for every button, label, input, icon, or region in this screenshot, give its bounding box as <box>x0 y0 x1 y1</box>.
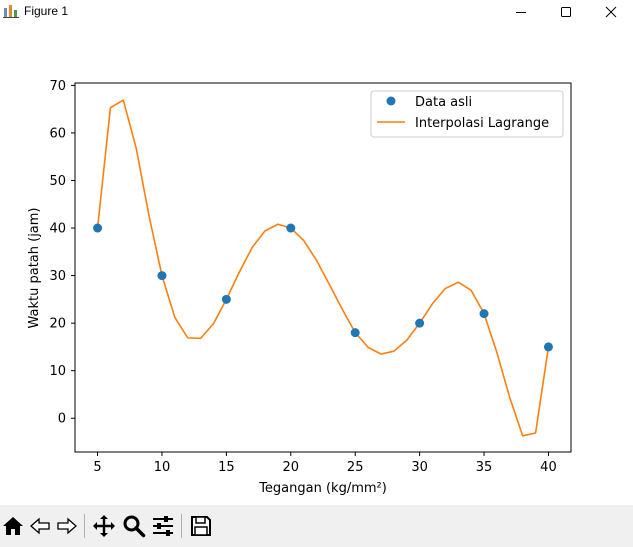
back-arrow-icon <box>30 517 50 535</box>
data-point <box>543 342 553 352</box>
save-floppy-icon <box>191 516 211 536</box>
data-point <box>286 223 296 233</box>
x-tick-label: 15 <box>218 460 235 475</box>
forward-arrow-icon <box>57 517 77 535</box>
legend-label-interpolasi: Interpolasi Lagrange <box>415 116 549 131</box>
data-point <box>93 223 103 233</box>
maximize-button[interactable] <box>543 0 589 24</box>
zoom-button[interactable] <box>121 513 147 539</box>
y-tick-label: 60 <box>49 126 66 141</box>
y-tick-label: 40 <box>49 222 66 237</box>
x-tick-label: 40 <box>540 460 557 475</box>
maximize-icon <box>561 7 571 17</box>
forward-button[interactable] <box>54 513 80 539</box>
matplotlib-figure-icon <box>3 3 19 19</box>
axes-frame <box>74 82 572 453</box>
toolbar-separator <box>84 514 85 538</box>
close-icon <box>605 6 617 18</box>
configure-subplots-button[interactable] <box>150 513 176 539</box>
legend-box <box>370 90 564 138</box>
data-point <box>415 318 425 328</box>
x-tick-label: 30 <box>411 460 428 475</box>
legend: Data asli Interpolasi Lagrange <box>370 90 564 138</box>
x-tick-label: 20 <box>283 460 300 475</box>
data-point <box>221 294 231 304</box>
pan-button[interactable] <box>91 513 117 539</box>
x-tick-label: 35 <box>476 460 493 475</box>
y-tick-label: 70 <box>49 79 66 94</box>
y-tick-label: 10 <box>49 364 66 379</box>
configure-subplots-icon <box>153 516 173 536</box>
toolbar-separator <box>181 514 182 538</box>
x-tick-label: 5 <box>93 460 101 475</box>
y-tick-label: 0 <box>58 412 66 427</box>
zoom-magnifier-icon <box>123 515 146 538</box>
legend-marker-data-asli <box>386 96 396 106</box>
x-tick-label: 10 <box>154 460 171 475</box>
y-axis-label: Waktu patah (jam) <box>27 207 42 328</box>
home-icon <box>3 517 23 535</box>
back-button[interactable] <box>27 513 53 539</box>
line-chart[interactable]: 5 10 15 20 25 30 35 40 0 10 20 30 40 50 60 70 Tegangan … <box>0 24 633 505</box>
y-tick-label: 50 <box>49 174 66 189</box>
save-button[interactable] <box>188 513 214 539</box>
minimize-icon <box>516 12 526 13</box>
series-line-interpolasi-lagrange <box>96 99 550 437</box>
home-button[interactable] <box>0 513 26 539</box>
data-point <box>157 271 167 281</box>
pan-move-icon <box>93 515 115 537</box>
y-tick-label: 20 <box>49 317 66 332</box>
data-point <box>479 309 489 319</box>
minimize-button[interactable] <box>498 0 544 24</box>
figure-canvas[interactable]: 5 10 15 20 25 30 35 40 0 10 20 30 40 50 60 70 Tegangan … <box>0 24 633 505</box>
y-tick-label: 30 <box>49 269 66 284</box>
window-title: Figure 1 <box>24 4 69 18</box>
close-button[interactable] <box>588 0 633 24</box>
window-title-bar: Figure 1 <box>0 0 633 24</box>
data-point <box>350 328 360 338</box>
navigation-toolbar <box>0 505 633 547</box>
x-tick-label: 25 <box>347 460 364 475</box>
x-axis-label: Tegangan (kg/mm²) <box>258 481 387 496</box>
legend-label-data-asli: Data asli <box>415 95 472 110</box>
